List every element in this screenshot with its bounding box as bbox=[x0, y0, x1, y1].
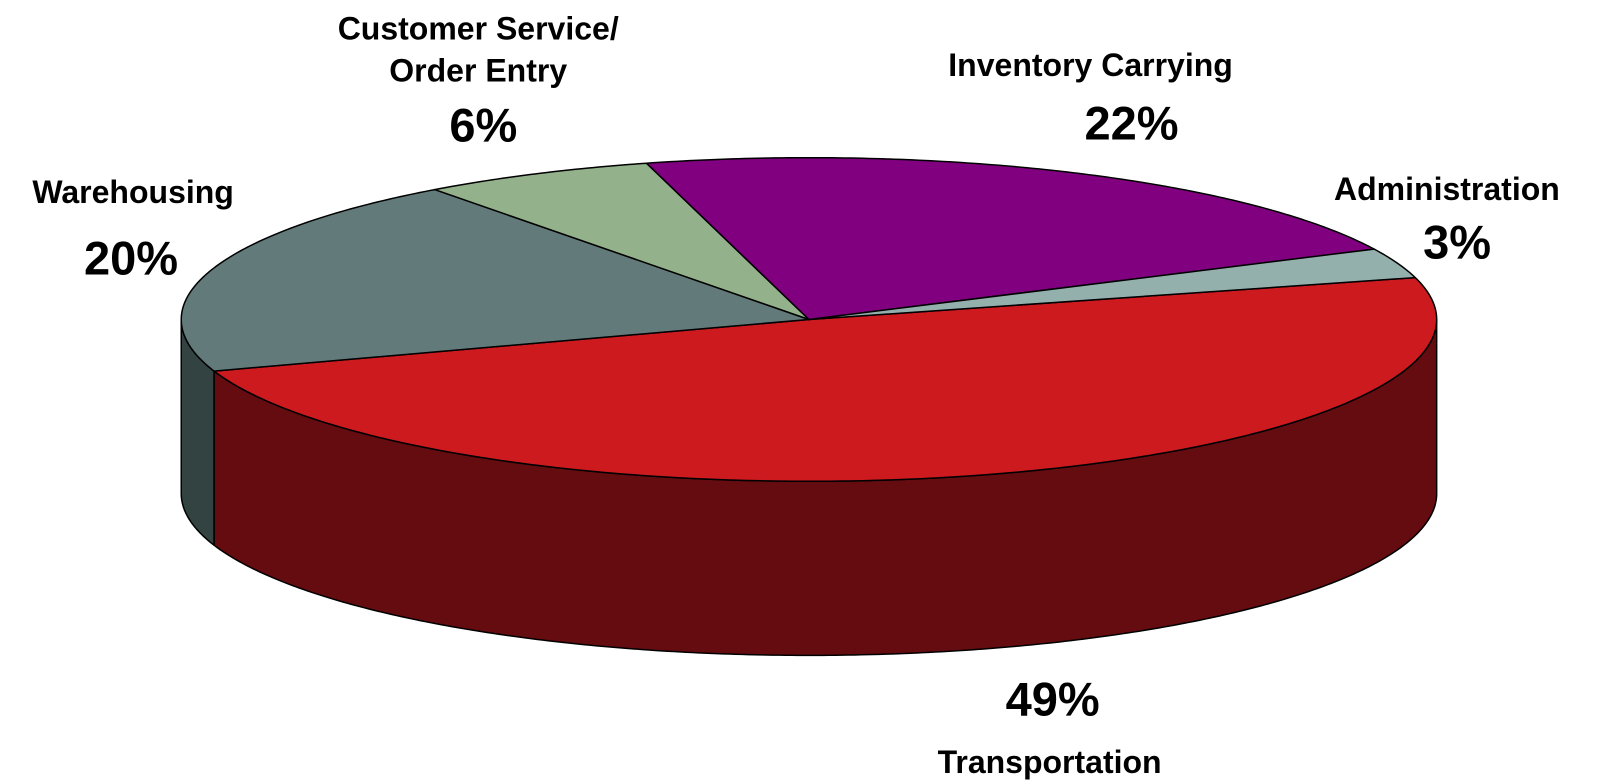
category-label: Transportation bbox=[937, 744, 1162, 781]
slice-top bbox=[433, 162, 810, 321]
slice-top bbox=[808, 248, 1417, 321]
slice-top bbox=[213, 276, 1438, 483]
category-label: Inventory Carrying bbox=[948, 46, 1233, 83]
value-label: 49% bbox=[1005, 672, 1100, 726]
value-label: 22% bbox=[1084, 96, 1179, 150]
value-label: 3% bbox=[1423, 215, 1492, 269]
value-label: 6% bbox=[449, 98, 518, 152]
category-label: Warehousing bbox=[32, 173, 234, 210]
slice-top bbox=[180, 188, 810, 372]
value-label: 20% bbox=[84, 231, 179, 285]
slice-top bbox=[645, 156, 1375, 321]
category-label: Customer Service/ Order Entry bbox=[337, 10, 619, 89]
category-label: Administration bbox=[1334, 171, 1560, 208]
